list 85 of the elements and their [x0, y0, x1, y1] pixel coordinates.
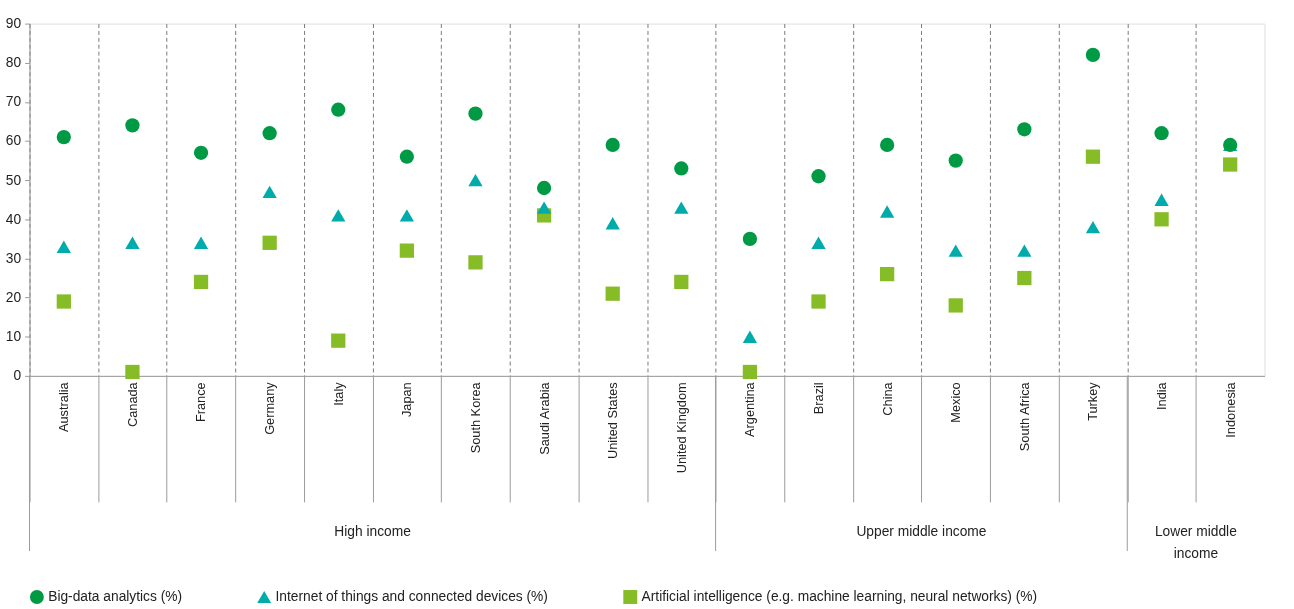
point [674, 161, 689, 176]
point [125, 118, 140, 133]
x-tick-label: South Africa [1016, 381, 1032, 452]
point [742, 231, 758, 246]
point [193, 274, 209, 290]
text: High income [334, 524, 412, 540]
x-tick-label: India [1153, 381, 1169, 410]
point [1017, 244, 1032, 257]
point [468, 173, 483, 187]
point [605, 137, 620, 153]
point [674, 201, 689, 214]
y-tick-label: 20 [5, 290, 22, 306]
x-tick-label: Indonesia [1222, 381, 1238, 438]
x-tick-label: Turkey [1085, 381, 1101, 421]
point [811, 169, 826, 184]
point [193, 236, 209, 249]
point [948, 298, 963, 313]
x-tick-label: United States [605, 382, 621, 460]
point [1223, 157, 1238, 172]
legend-label: Artificial intelligence (e.g. machine learning, neural networks) (%) [641, 588, 1038, 604]
point [536, 201, 552, 214]
point [399, 149, 414, 164]
point [331, 102, 346, 117]
point [880, 137, 895, 153]
x-tick-label: South Korea [467, 381, 483, 454]
point [674, 274, 689, 290]
y-tick-label: 30 [5, 250, 22, 266]
point [262, 185, 277, 199]
point [125, 364, 140, 380]
x-tick-label: Japan [399, 382, 415, 418]
point [1154, 212, 1169, 227]
point [948, 244, 963, 257]
x-tick-label: Italy [330, 381, 346, 406]
legend-label: Big-data analytics (%) [48, 588, 183, 604]
point [399, 243, 414, 258]
point [56, 240, 71, 253]
point [331, 209, 346, 222]
y-tick-label: 70 [5, 94, 22, 110]
point [1154, 126, 1169, 141]
point [262, 126, 277, 141]
y-tick-label: 40 [5, 211, 22, 227]
text: Upper middle income [856, 524, 987, 540]
x-tick-label: China [879, 381, 895, 416]
point [605, 217, 620, 230]
point [1085, 220, 1101, 234]
legend-label: Internet of things and connected devices (%) [275, 588, 548, 604]
y-tick-label: 90 [5, 16, 22, 32]
y-tick-label: 80 [5, 55, 22, 71]
x-tick-label: Australia [56, 381, 72, 433]
x-tick-label: Brazil [810, 382, 826, 415]
x-tick-label: Germany [262, 381, 278, 435]
point [1017, 270, 1032, 286]
point [1085, 47, 1101, 63]
point [1154, 193, 1169, 206]
point [742, 330, 758, 343]
point [468, 106, 483, 121]
y-tick-label: 10 [5, 329, 22, 345]
x-tick-label: Mexico [948, 382, 964, 423]
x-tick-label: Canada [124, 381, 140, 428]
point [811, 236, 826, 249]
point [56, 294, 71, 309]
point [399, 209, 414, 222]
point [125, 236, 140, 249]
point [331, 333, 346, 348]
point [56, 130, 71, 145]
point [880, 205, 895, 218]
point [193, 145, 209, 160]
point [811, 294, 826, 309]
x-tick-label: Saudi Arabia [536, 381, 552, 455]
point [262, 235, 277, 250]
point [605, 286, 620, 301]
point [536, 180, 552, 196]
point [1085, 149, 1101, 164]
x-tick-label: Argentina [742, 381, 758, 437]
point [880, 266, 895, 282]
y-tick-label: 60 [5, 133, 22, 149]
point [948, 153, 963, 168]
point [468, 255, 483, 270]
x-tick-label: United Kingdom [673, 382, 689, 474]
y-tick-label: 50 [5, 172, 22, 188]
point [742, 364, 758, 380]
point [1017, 122, 1032, 137]
x-tick-label: France [193, 382, 209, 423]
text: Lower middle income [1154, 524, 1238, 561]
y-tick-label: 0 [13, 368, 22, 384]
